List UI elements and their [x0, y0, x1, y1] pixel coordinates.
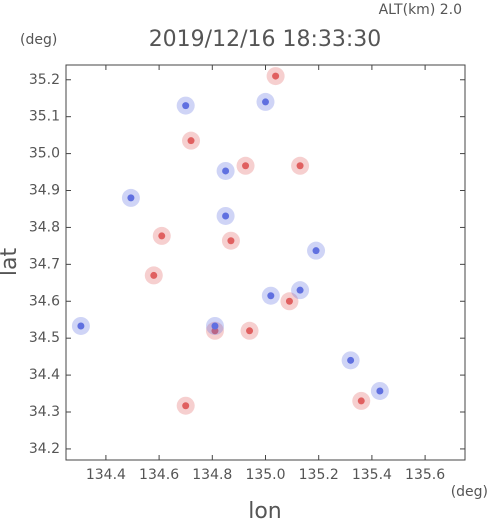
y-tick-label: 35.1 — [29, 109, 60, 125]
x-tick-label: 135.2 — [299, 467, 339, 483]
echo-core — [182, 402, 190, 410]
y-unit: (deg) — [20, 32, 57, 48]
y-tick-label: 34.3 — [29, 404, 60, 420]
echo-core — [272, 72, 280, 80]
echo-core — [357, 397, 365, 405]
y-tick-label: 34.2 — [29, 441, 60, 457]
echo-core — [222, 212, 230, 220]
x-unit: (deg) — [451, 484, 488, 500]
echo-core — [150, 271, 158, 279]
y-tick-label: 35.2 — [29, 72, 60, 88]
y-tick-label: 34.9 — [29, 183, 60, 199]
y-tick-label: 34.8 — [29, 219, 60, 235]
echo-core — [127, 194, 135, 202]
echo-core — [222, 167, 230, 175]
y-tick-label: 34.6 — [29, 293, 60, 309]
x-tick-label: 134.6 — [139, 467, 179, 483]
x-tick-label: 135.4 — [352, 467, 392, 483]
echo-core — [312, 247, 320, 255]
x-tick-label: 135.6 — [405, 467, 445, 483]
echo-core — [296, 162, 304, 170]
echo-core — [158, 232, 166, 240]
y-tick-label: 34.5 — [29, 330, 60, 346]
echo-core — [285, 297, 293, 305]
echo-core — [187, 137, 195, 145]
echo-core — [262, 98, 269, 106]
annotation: ALT(km) 2.0 — [379, 2, 462, 18]
echo-core — [211, 322, 219, 330]
echo-core — [77, 322, 85, 330]
x-tick-label: 134.4 — [86, 467, 126, 483]
echo-core — [182, 102, 190, 110]
y-tick-label: 34.7 — [29, 256, 60, 272]
x-tick-label: 135.0 — [245, 467, 285, 483]
y-tick-label: 35.0 — [29, 146, 60, 162]
echo-core — [227, 237, 235, 245]
y-tick-label: 34.4 — [29, 367, 60, 383]
echo-core — [347, 356, 355, 364]
x-tick-label: 134.8 — [192, 467, 232, 483]
y-axis-label: lat — [0, 248, 22, 277]
chart-title: 2019/12/16 18:33:30 — [149, 27, 382, 52]
echo-core — [296, 286, 304, 294]
plot-frame — [65, 64, 466, 461]
echo-core — [267, 292, 275, 300]
echo-core — [246, 327, 254, 335]
echo-core — [242, 162, 250, 170]
echo-core — [376, 387, 384, 395]
echo-core — [211, 327, 219, 335]
x-axis-label: lon — [248, 499, 282, 521]
